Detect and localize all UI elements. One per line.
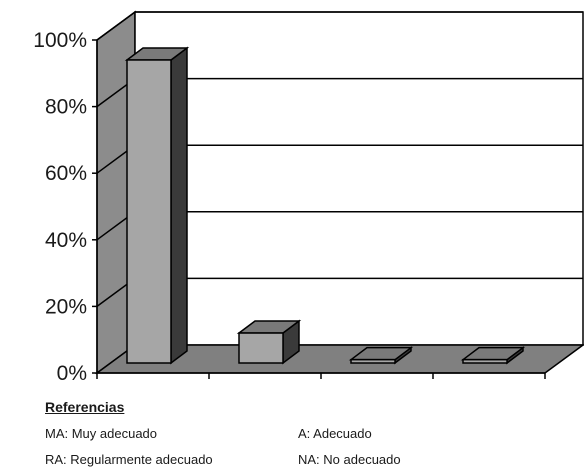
gridline-diagonal	[96, 11, 136, 41]
references-title: Referencias	[45, 399, 125, 415]
bar-side	[170, 46, 188, 365]
bar-chart: 0%20%40%60%80%100% NA	[33, 10, 584, 385]
bar-front	[350, 358, 396, 364]
y-tick-label: 0%	[57, 362, 87, 385]
y-tick-label: 100%	[33, 29, 87, 52]
reference-ra: RA: Regularmente adecuado	[45, 452, 213, 467]
reference-a: A: Adecuado	[298, 426, 372, 441]
bar	[124, 46, 190, 365]
y-tick-label: 40%	[45, 229, 87, 252]
axes	[92, 39, 546, 379]
back-wall	[134, 11, 584, 346]
reference-na: NA: No adecuado	[298, 452, 401, 467]
bar-front	[126, 59, 172, 364]
y-tick-label: 60%	[45, 162, 87, 185]
bar	[460, 346, 526, 365]
bar	[236, 319, 302, 365]
reference-ma: MA: Muy adecuado	[45, 426, 158, 441]
gridlines	[96, 11, 583, 308]
y-tick-labels: 0% 20% 40% 60% 80% 100%	[33, 29, 87, 385]
y-tick-label: 20%	[45, 295, 87, 318]
bar-front	[462, 358, 508, 364]
bar	[348, 346, 414, 365]
y-tick-label: 80%	[45, 96, 87, 119]
bars	[124, 46, 526, 365]
bar-front	[238, 332, 284, 364]
